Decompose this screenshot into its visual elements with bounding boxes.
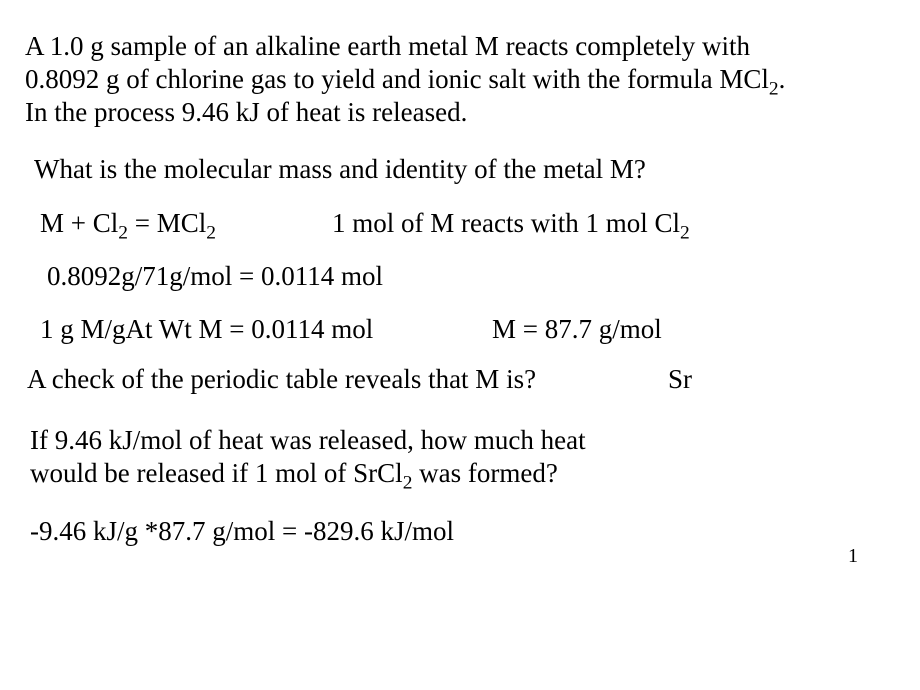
calculation-3: -9.46 kJ/g *87.7 g/mol = -829.6 kJ/mol	[30, 515, 454, 547]
subscript-2: 2	[403, 472, 413, 493]
subscript-2: 2	[206, 222, 216, 243]
periodic-check: A check of the periodic table reveals th…	[27, 363, 536, 395]
equation-1: M + Cl2 = MCl2	[40, 207, 216, 239]
eq1-b: = MCl	[128, 208, 206, 238]
answer-element: Sr	[668, 363, 692, 395]
slide: A 1.0 g sample of an alkaline earth meta…	[0, 0, 920, 690]
problem-line-1: A 1.0 g sample of an alkaline earth meta…	[25, 30, 750, 62]
subscript-2: 2	[769, 78, 779, 99]
question-2-line-1: If 9.46 kJ/mol of heat was released, how…	[30, 424, 586, 456]
eq1-note-text: 1 mol of M reacts with 1 mol Cl	[332, 208, 680, 238]
calculation-2b: M = 87.7 g/mol	[492, 313, 662, 345]
q2-l2a: would be released if 1 mol of SrCl	[30, 458, 403, 488]
question-2-line-2: would be released if 1 mol of SrCl2 was …	[30, 457, 558, 489]
problem-l2-text: 0.8092 g of chlorine gas to yield and io…	[25, 64, 769, 94]
page-number: 1	[848, 545, 858, 568]
problem-l2-end: .	[779, 64, 786, 94]
subscript-2: 2	[680, 222, 690, 243]
calculation-2a: 1 g M/gAt Wt M = 0.0114 mol	[40, 313, 373, 345]
subscript-2: 2	[118, 222, 128, 243]
q2-l2b: was formed?	[412, 458, 557, 488]
calculation-1: 0.8092g/71g/mol = 0.0114 mol	[47, 260, 383, 292]
equation-1-note: 1 mol of M reacts with 1 mol Cl2	[332, 207, 690, 239]
problem-line-2: 0.8092 g of chlorine gas to yield and io…	[25, 63, 785, 95]
eq1-a: M + Cl	[40, 208, 118, 238]
question-1: What is the molecular mass and identity …	[34, 153, 646, 185]
problem-line-3: In the process 9.46 kJ of heat is releas…	[25, 96, 467, 128]
